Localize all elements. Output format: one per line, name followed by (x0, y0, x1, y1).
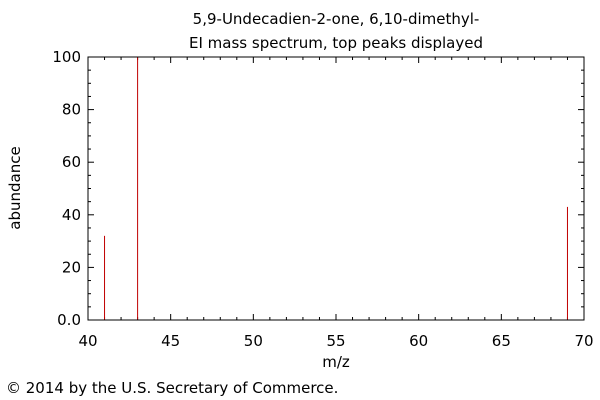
x-tick-label: 45 (161, 332, 180, 350)
y-axis-label: abundance (6, 146, 24, 229)
x-tick-label: 70 (574, 332, 593, 350)
x-tick-label: 60 (409, 332, 428, 350)
y-tick-label: 20 (62, 258, 81, 276)
y-tick-label: 100 (52, 48, 81, 66)
x-tick-label: 55 (326, 332, 345, 350)
x-tick-label: 65 (492, 332, 511, 350)
y-tick-label: 40 (62, 206, 81, 224)
axis-ticks: 40 45 50 55 60 65 70 0.0 20 40 60 80 100 (52, 48, 593, 350)
plot-frame (87, 56, 585, 321)
chart-title: 5,9-Undecadien-2-one, 6,10-dimethyl- (193, 10, 480, 28)
copyright-notice: © 2014 by the U.S. Secretary of Commerce… (6, 379, 339, 397)
y-tick-label: 80 (62, 101, 81, 119)
x-tick-label: 50 (244, 332, 263, 350)
x-tick-label: 40 (78, 332, 97, 350)
peak-bars (104, 57, 568, 320)
y-tick-label: 0.0 (57, 311, 81, 329)
x-axis-label: m/z (322, 353, 350, 371)
chart-subtitle: EI mass spectrum, top peaks displayed (189, 34, 483, 52)
y-tick-label: 60 (62, 153, 81, 171)
